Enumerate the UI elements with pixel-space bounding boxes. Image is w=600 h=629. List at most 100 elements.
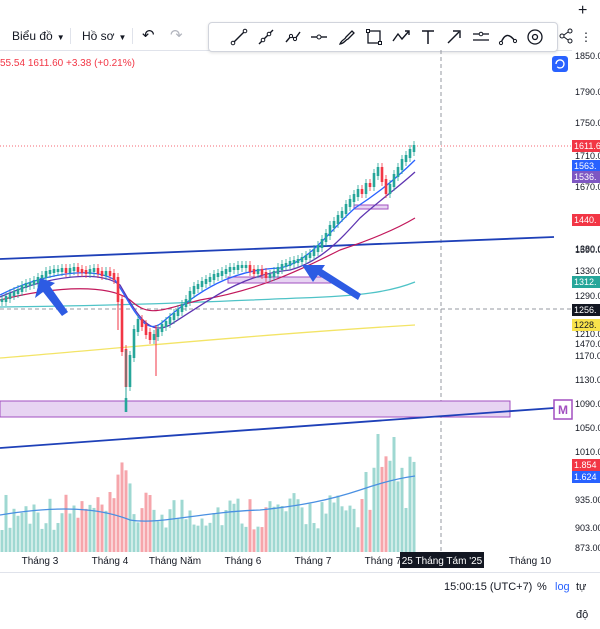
more-icon[interactable]: ⋮ [580,30,592,44]
resistance-trendline[interactable] [0,236,555,260]
undo-icon[interactable]: ↶ [142,27,155,44]
volume-bar [216,507,220,552]
volume-bar [296,499,300,552]
plus-icon[interactable]: + [578,2,588,19]
ohlc-legend: 55.54 1611.60 +3.38 (+0.21%) [0,56,135,72]
volume-bar [208,522,212,552]
text-icon[interactable] [418,27,438,47]
candle-body [308,253,312,258]
volume-bar [388,460,392,552]
candle-body [148,332,152,340]
candle-body [28,282,32,286]
candle-body [4,296,8,302]
price-tick-label: 1090.00 [575,399,600,409]
volume-bar [144,492,148,552]
candle-body [56,269,60,272]
candle-body [352,194,356,202]
candle-body [84,270,88,274]
auto-scale-icon[interactable] [552,56,568,72]
horizontal-ray-icon[interactable] [309,27,329,47]
candle-body [296,259,300,263]
price-label-text: 1611.6 [574,141,600,151]
candle-body [116,277,120,302]
top-bar: + [0,0,600,22]
support-trendline[interactable] [0,407,555,449]
path-icon[interactable] [391,27,411,47]
auto-toggle[interactable]: tự độ [576,581,589,621]
candle-body [312,249,316,256]
volume-bar [120,462,124,552]
candle-body [240,265,244,268]
curve-icon[interactable] [498,27,518,47]
price-label-box [572,304,600,316]
volume-bar [68,513,72,552]
volume-bar [44,523,48,552]
share-icon[interactable] [556,26,576,46]
price-label-box [572,459,600,471]
refresh-glyph [555,59,565,69]
annotation-arrow[interactable] [35,278,68,316]
crosshair-time-label: 25 Tháng Tám '25 [402,556,483,567]
volume-bar [364,472,368,552]
volume-bar [176,518,180,552]
volume-bar [48,498,52,552]
price-tick-label: 1670.00 [575,182,600,192]
candle-body [188,291,192,302]
trend-line-icon[interactable] [229,27,249,47]
candle-body [112,273,116,280]
price-tick-label: 1470.00 [575,339,600,349]
time-tick-label: Tháng 10 [509,556,552,567]
legend-price: 1611.60 [27,58,64,69]
redo-icon[interactable]: ↷ [170,27,183,44]
volume-bar [404,507,408,552]
volume-bar [396,481,400,552]
ma-teal-line [0,281,416,308]
volume-profile-icon[interactable] [525,27,545,47]
price-tick-label: 873.00 [575,543,600,553]
volume-bar [116,474,120,552]
drawing-tools-panel [208,22,558,52]
candle-body [20,285,24,292]
price-tick-label: 1710.00 [575,151,600,161]
parallel-channel-icon[interactable] [471,27,491,47]
volume-bar [196,525,200,552]
legend-change: +3.38 (+0.21%) [66,58,135,69]
volume-bar [352,508,356,552]
time-axis[interactable]: Tháng 3 Tháng 4 Tháng Năm Tháng 6 Tháng 7 Thá… [0,552,600,570]
candle-body [200,281,204,287]
candle-body [48,270,52,274]
volume-bar [128,483,132,552]
candle-body [256,269,260,274]
annotation-arrow[interactable] [302,265,361,300]
candle-body [212,274,216,280]
price-tick-label: 1130.00 [575,375,600,385]
clock-time[interactable]: 15:00:15 (UTC+7) [444,581,533,593]
candle-body [244,265,248,268]
support-zone-rectangle[interactable] [0,400,511,418]
candle-body [300,257,304,262]
percent-toggle[interactable]: % [537,581,547,593]
arrow-icon[interactable] [444,27,464,47]
price-label-box [572,160,600,172]
price-chart[interactable]: 1850.001790.001750.001710.001670.001630.… [0,50,600,570]
log-toggle[interactable]: log [555,581,570,593]
drawing-label-box[interactable] [553,399,573,420]
price-label-box [572,276,600,288]
profile-menu[interactable]: Hồ sơ ▼ [82,22,126,50]
candle-body [340,211,344,218]
volume-bar [344,510,348,552]
rectangle-icon[interactable] [364,27,384,47]
volume-bar [220,525,224,552]
profile-label: Hồ sơ [82,29,115,43]
candle-body [384,179,388,194]
ray-icon[interactable] [256,27,276,47]
volume-bar [236,498,240,552]
volume-bar [372,467,376,552]
chart-type-menu[interactable]: Biểu đồ ▼ [12,22,65,50]
price-label-box [572,471,600,483]
candle-body [140,319,144,327]
volume-bar [368,509,372,552]
polyline-icon[interactable] [283,27,303,47]
volume-bar [292,493,296,552]
brush-icon[interactable] [337,27,357,47]
